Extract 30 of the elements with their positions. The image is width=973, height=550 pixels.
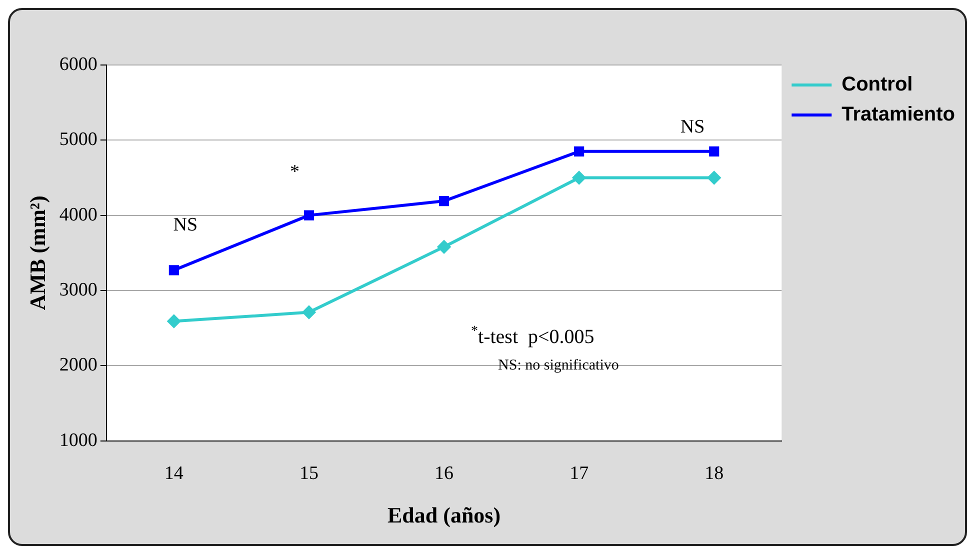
y-tick-label: 5000 (59, 129, 98, 150)
x-tick-label: 14 (164, 463, 184, 484)
legend-label: Tratamiento (842, 104, 955, 126)
annotation: *t-test p<0.005 (471, 324, 594, 348)
legend-label: Control (842, 74, 913, 96)
x-axis-title: Edad (años) (387, 502, 501, 528)
point (708, 171, 721, 184)
y-tick-label: 1000 (59, 430, 98, 451)
annotation: * (290, 162, 300, 183)
y-tick-label: 2000 (59, 354, 98, 376)
x-tick-label: 18 (704, 463, 724, 484)
y-tick-label: 3000 (59, 279, 98, 300)
point (302, 306, 316, 319)
point (574, 146, 584, 156)
point (709, 146, 720, 156)
y-axis-title: AMB (mm²) (24, 196, 50, 310)
y-tick-label: 6000 (59, 54, 98, 75)
x-tick-label: 17 (570, 463, 589, 484)
point (438, 196, 450, 206)
annotation: NS (680, 116, 705, 138)
point (304, 210, 314, 220)
point (167, 314, 180, 328)
annotation: NS: no significativo (498, 357, 619, 374)
point (572, 171, 586, 184)
y-tick-label: 4000 (59, 204, 98, 226)
x-tick-label: 15 (299, 463, 318, 484)
point (438, 240, 451, 254)
annotation: NS (173, 214, 198, 236)
x-tick-label: 16 (434, 463, 454, 484)
point (168, 265, 179, 276)
